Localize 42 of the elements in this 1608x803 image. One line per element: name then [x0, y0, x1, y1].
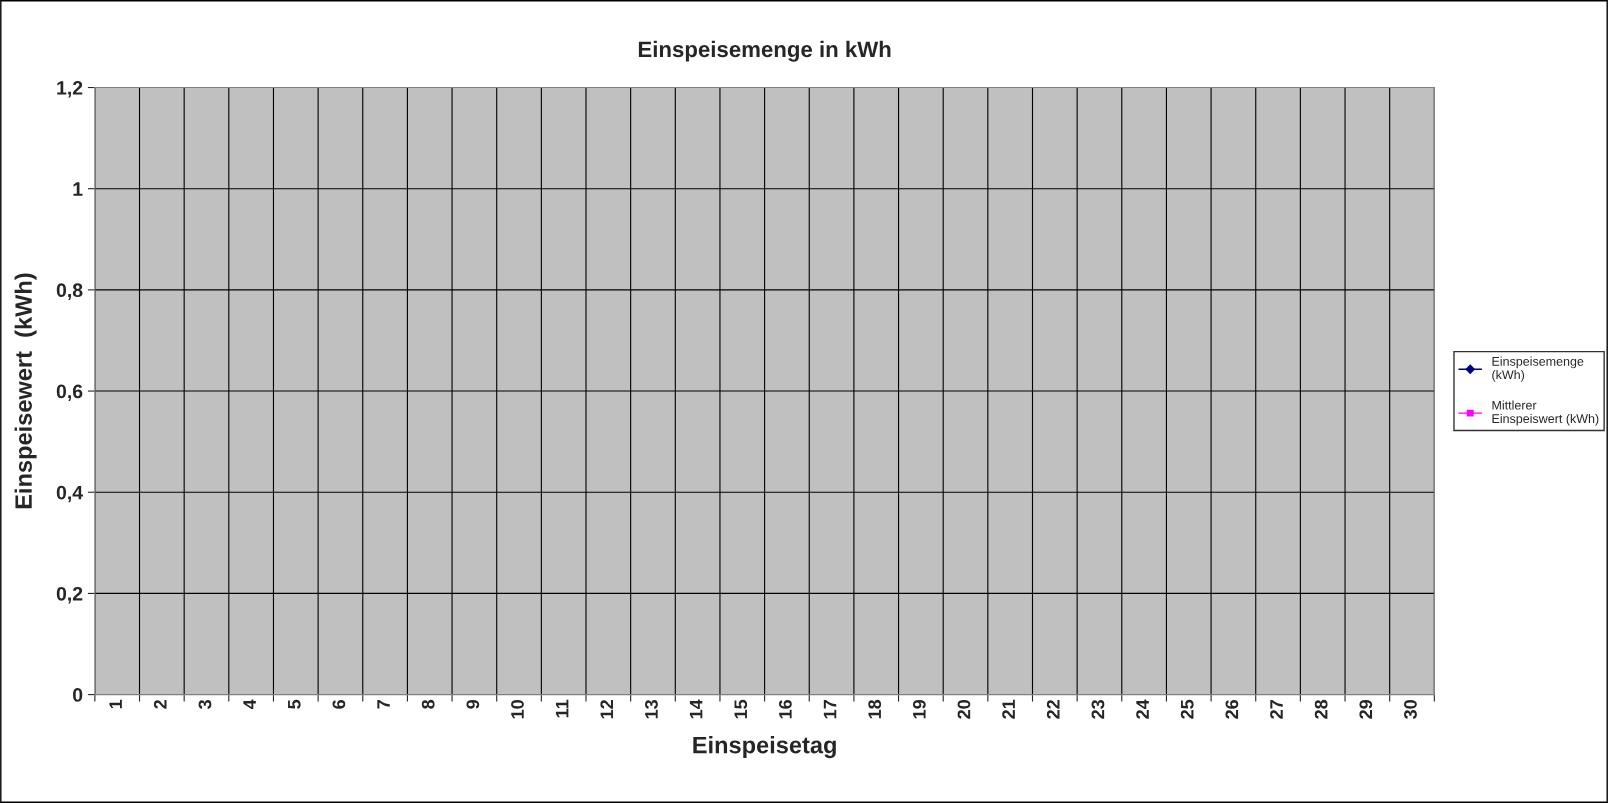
- x-tick-label: 14: [689, 699, 703, 719]
- x-tick-label: 12: [600, 700, 613, 719]
- x-tick-label: 15: [734, 699, 748, 719]
- y-tick-label: 0,8: [56, 283, 83, 300]
- x-tick-label: 1: [109, 699, 122, 709]
- y-tick-label: 0,2: [56, 586, 83, 604]
- x-tick-label: 21: [1002, 699, 1015, 719]
- y-tick-label: 1,2: [57, 80, 83, 98]
- y-axis-title: Einspeisewert (kWh): [14, 273, 37, 509]
- x-tick-label: 13: [645, 699, 658, 719]
- x-tick-label: 6: [332, 699, 346, 709]
- x-tick-label: 30: [1404, 700, 1417, 719]
- x-tick-label: 19: [912, 699, 926, 719]
- x-tick-label: 7: [377, 700, 390, 709]
- x-tick-label: 26: [1225, 699, 1239, 719]
- x-tick-label: 24: [1136, 699, 1149, 719]
- x-tick-label: 18: [868, 699, 882, 719]
- y-tick-label: 0: [73, 688, 83, 702]
- x-tick-label: 10: [511, 700, 524, 719]
- x-tick-label: 28: [1314, 699, 1328, 719]
- legend-label: Mittlerer Einspeiswert (kWh): [1492, 400, 1599, 426]
- x-tick-label: 16: [778, 699, 792, 719]
- x-tick-label: 23: [1091, 699, 1105, 719]
- x-tick-label: 8: [421, 699, 435, 709]
- y-tick-label: 1: [73, 182, 83, 196]
- x-tick-label: 27: [1270, 700, 1283, 719]
- x-tick-label: 11: [555, 699, 569, 718]
- x-tick-label: 29: [1359, 699, 1373, 719]
- x-tick-label: 9: [466, 699, 480, 709]
- x-tick-label: 2: [153, 700, 167, 709]
- x-tick-label: 20: [957, 700, 971, 719]
- x-tick-label: 17: [823, 700, 837, 719]
- y-tick-label: 0,6: [56, 384, 83, 402]
- x-tick-label: 3: [198, 699, 212, 709]
- legend-label: Einspeisemenge (kWh): [1492, 356, 1584, 382]
- chart-title: Einspeisemenge in kWh: [638, 40, 891, 62]
- x-tick-label: 4: [243, 699, 256, 710]
- y-tick-label: 0,4: [56, 485, 83, 503]
- x-tick-label: 25: [1180, 699, 1194, 719]
- x-tick-label: 22: [1046, 700, 1060, 719]
- x-axis-title: Einspeisetag: [693, 736, 836, 759]
- x-tick-label: 5: [288, 699, 301, 709]
